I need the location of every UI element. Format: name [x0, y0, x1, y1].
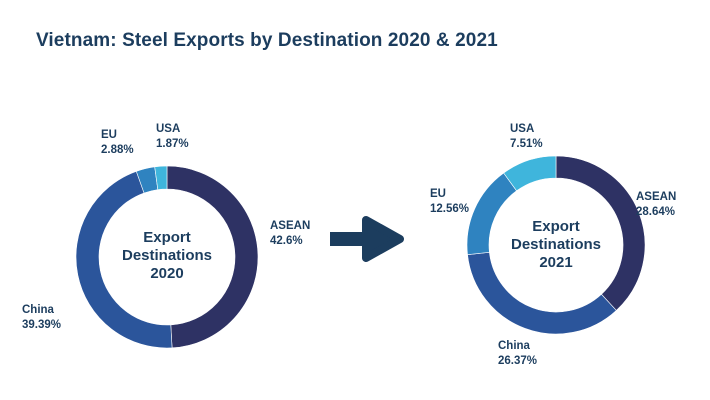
label-eu: EU 12.56%: [430, 188, 469, 215]
label-value: 7.51%: [510, 138, 543, 150]
label-name: ASEAN: [636, 191, 676, 203]
slice-asean: [166, 165, 259, 349]
label-value: 42.6%: [270, 235, 303, 247]
center-label-line: Export: [143, 229, 191, 246]
label-china: China 39.39%: [22, 304, 61, 331]
label-name: USA: [156, 123, 180, 135]
label-value: 39.39%: [22, 319, 61, 331]
center-label-line: 2021: [539, 254, 572, 271]
label-name: USA: [510, 123, 534, 135]
donut-chart-1: ASEAN 42.6% China 39.39% EU 2.88% USA 1.87% Expo…: [22, 123, 310, 349]
label-value: 12.56%: [430, 203, 469, 215]
label-value: 28.64%: [636, 206, 675, 218]
center-label-line: Export: [532, 218, 580, 235]
label-name: China: [22, 304, 55, 316]
label-value: 2.88%: [101, 144, 134, 156]
slice-usa: [154, 165, 168, 190]
center-label-line: Destinations: [122, 247, 212, 264]
arrow-head: [362, 216, 404, 262]
label-asean: ASEAN 28.64%: [636, 191, 676, 218]
label-name: EU: [101, 129, 117, 141]
slice-usa: [503, 155, 557, 192]
donut-chart-2: ASEAN 28.64% China 26.37% EU 12.56% USA 7.51% Ex…: [430, 123, 676, 367]
label-value: 26.37%: [498, 355, 537, 367]
label-usa: USA 7.51%: [510, 123, 543, 150]
arrow-icon: [330, 216, 404, 262]
slice-eu: [466, 172, 518, 255]
label-name: China: [498, 340, 531, 352]
label-china: China 26.37%: [498, 340, 537, 367]
center-label-line: Destinations: [511, 236, 601, 253]
label-name: EU: [430, 188, 446, 200]
label-name: ASEAN: [270, 220, 310, 232]
center-label-line: 2020: [150, 265, 183, 282]
label-eu: EU 2.88%: [101, 129, 134, 156]
center-label: Export Destinations 2021: [511, 218, 601, 271]
center-label: Export Destinations 2020: [122, 229, 212, 282]
label-value: 1.87%: [156, 138, 189, 150]
label-asean: ASEAN 42.6%: [270, 220, 310, 247]
label-usa: USA 1.87%: [156, 123, 189, 150]
chart-title: Vietnam: Steel Exports by Destination 20…: [36, 30, 498, 51]
